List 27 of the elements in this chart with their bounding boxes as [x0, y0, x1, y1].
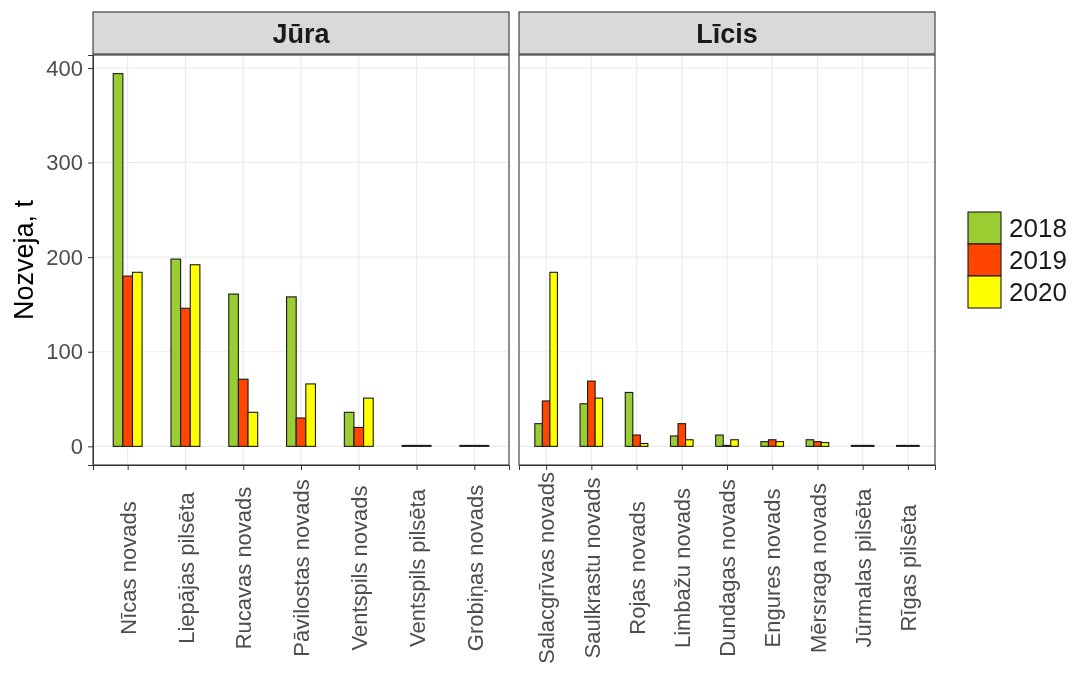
x-tick-label: Saulkrastu novads: [579, 477, 605, 659]
y-tick-label: 200: [46, 244, 83, 270]
x-tick-label: Rīgas pilsēta: [896, 503, 922, 632]
legend-label: 2019: [1009, 245, 1067, 276]
x-tick-label: Pāvilostas novads: [289, 479, 315, 657]
x-tick-label: Rucavas novads: [231, 486, 257, 650]
x-tick-label: Jūrmalas pilsēta: [850, 487, 876, 648]
x-tick-label: Rojas novads: [624, 501, 650, 635]
legend-label: 2018: [1009, 213, 1067, 244]
x-tick-label: Ventspils pilsēta: [404, 488, 430, 647]
y-tick-label: 100: [46, 339, 83, 365]
x-tick-label: Ventspils novads: [346, 485, 372, 651]
x-tick-label: Nīcas novads: [115, 501, 141, 635]
x-tick-label: Dundagas novads: [715, 479, 741, 657]
chart-title: Jūra: [272, 18, 331, 49]
x-tick-label: Salacgrīvas novads: [534, 472, 560, 664]
y-tick-label: 400: [46, 55, 83, 81]
y-tick-label: 300: [46, 150, 83, 176]
x-tick-label: Grobiņas novads: [462, 484, 488, 652]
x-tick-label: Engures novads: [760, 488, 786, 648]
x-tick-label: Limbažu novads: [669, 487, 695, 649]
y-tick-label: 0: [70, 433, 83, 459]
x-tick-label: Liepājas pilsēta: [173, 491, 199, 644]
x-tick-label: Mērsraga novads: [805, 483, 831, 653]
legend-label: 2020: [1009, 277, 1067, 308]
y-axis-title: Nozveja, t: [9, 199, 40, 321]
chart-title: Līcis: [696, 18, 758, 49]
